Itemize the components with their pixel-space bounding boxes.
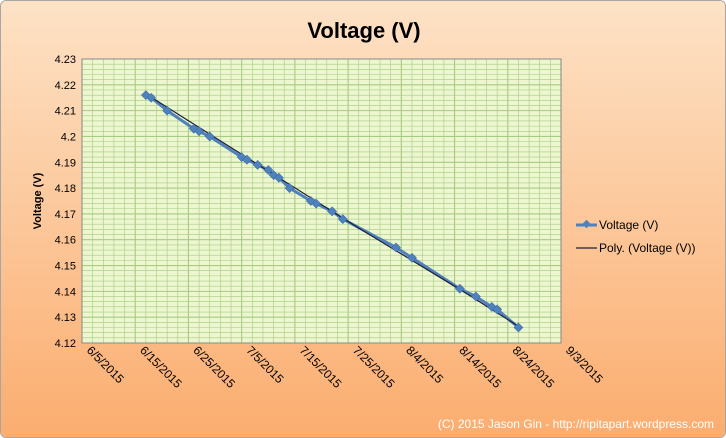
y-tick-label: 4.15 [55, 261, 76, 273]
y-tick-label: 4.2 [61, 131, 76, 143]
data-point-voltage [407, 252, 417, 263]
legend-label-poly: Poly. (Voltage (V)) [599, 241, 695, 255]
legend: Voltage (V) Poly. (Voltage (V)) [576, 218, 695, 255]
y-tick-label: 4.18 [55, 183, 76, 195]
series-layer [140, 90, 524, 333]
data-point-voltage [470, 291, 481, 302]
y-axis-ticks: 4.12 4.13 4.14 4.15 4.16 4.17 4.18 4.19 4.2 4.21 4… [55, 54, 76, 350]
data-point-voltage [162, 105, 173, 116]
y-tick-label: 4.16 [55, 235, 76, 247]
data-point-voltage [391, 242, 401, 253]
y-tick-label: 4.19 [55, 157, 76, 169]
grid-lines [81, 58, 562, 344]
y-tick-label: 4.17 [55, 209, 76, 221]
data-point-voltage [327, 206, 338, 217]
data-point-voltage [311, 198, 322, 209]
series-line-poly-trend [145, 93, 519, 327]
data-point-voltage [194, 126, 204, 137]
y-tick-label: 4.22 [55, 80, 76, 92]
y-axis-label: Voltage (V) [32, 172, 44, 229]
data-point-voltage [146, 92, 157, 103]
data-point-voltage [252, 159, 263, 170]
y-tick-label: 4.21 [55, 106, 76, 118]
data-point-voltage [492, 304, 503, 315]
data-point-voltage [242, 154, 252, 165]
y-tick-label: 4.14 [55, 286, 76, 298]
data-point-voltage [454, 283, 465, 294]
data-point-voltage [274, 172, 284, 183]
legend-item-poly: Poly. (Voltage (V)) [576, 241, 695, 255]
data-point-voltage [284, 183, 295, 193]
data-point-voltage [513, 322, 524, 333]
data-point-voltage [337, 214, 348, 224]
data-point-voltage [204, 131, 215, 142]
data-point-voltage [263, 165, 274, 175]
legend-label-voltage: Voltage (V) [599, 218, 658, 232]
y-tick-label: 4.23 [55, 54, 76, 66]
y-tick-label: 4.12 [55, 338, 76, 350]
chart-title: Voltage (V) [307, 18, 420, 43]
plot-border [81, 58, 562, 344]
y-tick-label: 4.13 [55, 312, 76, 324]
copyright-notice: (C) 2015 Jason Gin - http://ripitapart.w… [438, 417, 714, 431]
